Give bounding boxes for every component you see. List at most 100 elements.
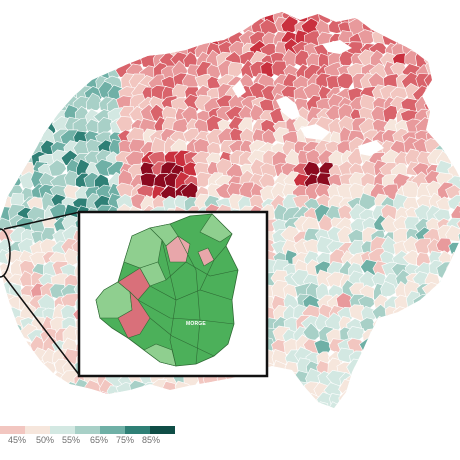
- municipality-cell: [403, 12, 421, 16]
- municipality-cell: [5, 141, 23, 161]
- municipality-cell: [250, 418, 269, 435]
- municipality-cell: [403, 316, 422, 334]
- municipality-cell: [0, 30, 16, 51]
- municipality-cell: [17, 62, 36, 80]
- municipality-cell: [17, 347, 34, 364]
- municipality-cell: [204, 12, 221, 28]
- municipality-cell: [76, 12, 95, 14]
- municipality-cell: [105, 12, 123, 27]
- municipality-cell: [208, 392, 227, 408]
- municipality-cell: [314, 12, 333, 14]
- municipality-cell: [416, 328, 434, 345]
- municipality-cell: [17, 40, 35, 58]
- municipality-cell: [326, 12, 348, 14]
- callout-circle: [0, 228, 11, 278]
- municipality-cell: [172, 392, 190, 408]
- municipality-cell: [423, 368, 443, 386]
- municipality-cell: [0, 171, 15, 190]
- municipality-cell: [0, 381, 12, 401]
- inset-callout: [0, 211, 81, 377]
- municipality-cell: [372, 0, 388, 11]
- municipality-cell: [437, 12, 457, 18]
- municipality-cell: [382, 338, 401, 357]
- municipality-cell: [250, 393, 269, 408]
- municipality-cell: [173, 416, 193, 432]
- municipality-cell: [394, 369, 410, 388]
- municipality-cell: [426, 12, 446, 24]
- municipality-cell: [0, 151, 14, 170]
- municipality-cell: [129, 403, 148, 408]
- municipality-cell: [20, 12, 37, 28]
- municipality-cell: [31, 108, 49, 125]
- municipality-cell: [49, 402, 70, 408]
- municipality-cell: [228, 12, 247, 24]
- municipality-cell: [456, 12, 460, 24]
- legend-label-85: 85%: [142, 435, 160, 445]
- municipality-cell: [216, 389, 233, 408]
- municipality-cell: [0, 401, 14, 408]
- municipality-cell: [26, 115, 48, 135]
- municipality-cell: [51, 12, 70, 15]
- municipality-cell: [18, 54, 37, 72]
- municipality-cell: [19, 126, 36, 143]
- municipality-cell: [415, 348, 432, 369]
- municipality-cell: [434, 108, 454, 126]
- municipality-cell: [5, 392, 26, 408]
- municipality-cell: [406, 415, 421, 430]
- municipality-cell: [379, 362, 399, 378]
- legend-label-75: 75%: [116, 435, 134, 445]
- municipality-cell: [41, 40, 61, 60]
- inset-commune: [117, 267, 151, 301]
- municipality-cell: [350, 12, 368, 14]
- municipality-cell: [171, 12, 190, 24]
- municipality-cell: [126, 27, 145, 46]
- municipality-cell: [423, 12, 445, 14]
- municipality-cell: [31, 17, 48, 35]
- municipality-cell: [0, 368, 18, 390]
- municipality-cell: [9, 30, 26, 47]
- municipality-cell: [270, 379, 288, 399]
- municipality-cell: [445, 414, 460, 432]
- municipality-cell: [213, 16, 231, 36]
- legend-swatch: [125, 426, 150, 434]
- municipality-cell: [414, 337, 430, 357]
- municipality-cell: [139, 393, 158, 408]
- municipality-cell: [449, 391, 460, 408]
- municipality-cell: [54, 40, 70, 58]
- municipality-cell: [214, 383, 234, 401]
- legend-label-50: 50%: [36, 435, 54, 445]
- municipality-cell: [196, 384, 212, 403]
- municipality-cell: [130, 12, 150, 28]
- municipality-cell: [359, 12, 378, 24]
- municipality-cell: [392, 403, 411, 408]
- municipality-cell: [229, 417, 246, 435]
- municipality-cell: [140, 12, 159, 14]
- municipality-cell: [361, 392, 377, 408]
- municipality-cell: [6, 126, 27, 144]
- municipality-cell: [0, 18, 16, 34]
- municipality-cell: [214, 402, 232, 408]
- municipality-cell: [427, 345, 444, 365]
- municipality-cell: [435, 12, 456, 25]
- municipality-cell: [393, 414, 413, 432]
- municipality-cell: [18, 12, 36, 17]
- municipality-cell: [171, 12, 188, 13]
- municipality-cell: [141, 18, 160, 37]
- municipality-cell: [348, 404, 367, 408]
- municipality-cell: [50, 381, 68, 402]
- municipality-cell: [218, 416, 232, 434]
- municipality-cell: [435, 370, 455, 389]
- municipality-cell: [370, 350, 388, 369]
- municipality-cell: [63, 49, 80, 70]
- municipality-cell: [19, 340, 33, 357]
- municipality-cell: [392, 326, 410, 345]
- municipality-cell: [159, 19, 180, 37]
- municipality-cell: [62, 41, 82, 61]
- municipality-cell: [42, 20, 61, 37]
- municipality-cell: [206, 401, 226, 408]
- inset-panel: MORGE: [77, 210, 269, 378]
- municipality-cell: [176, 404, 191, 408]
- municipality-cell: [0, 81, 18, 101]
- municipality-cell: [185, 18, 201, 35]
- inset-commune-border: [149, 317, 215, 357]
